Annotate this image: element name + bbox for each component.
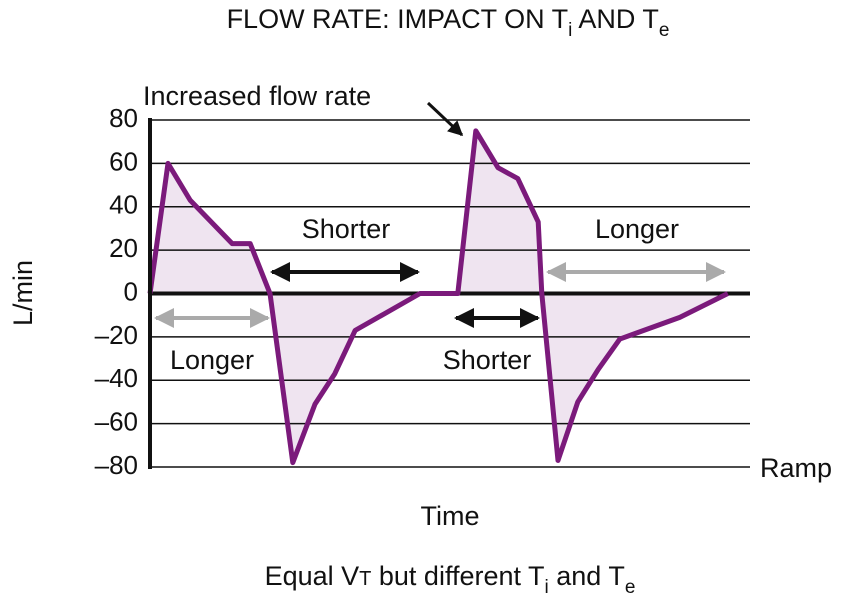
y-tick-label: –20 xyxy=(95,320,138,350)
line xyxy=(147,128,729,466)
y-axis-label: L/min xyxy=(8,260,38,326)
annotation: Longer xyxy=(595,214,679,244)
caption: Equal VT but different Ti and Te xyxy=(265,561,636,597)
annotation: Shorter xyxy=(302,214,391,244)
y-tick-label: –60 xyxy=(95,407,138,437)
y-tick-label: 60 xyxy=(109,146,138,176)
annotation-arrow xyxy=(426,101,464,137)
y-tick-label: 80 xyxy=(109,103,138,133)
y-tick-label: –40 xyxy=(95,363,138,393)
annotation: Shorter xyxy=(443,345,532,375)
area xyxy=(150,130,728,463)
y-tick-label: 40 xyxy=(109,190,138,220)
chart-title: FLOW RATE: IMPACT ON Ti AND Te xyxy=(227,4,670,41)
annotation: Increased flow rate xyxy=(143,81,371,111)
y-tick-label: –80 xyxy=(95,450,138,480)
annotation: Longer xyxy=(170,345,254,375)
annotation: Ramp xyxy=(760,453,832,483)
y-tick-label: 20 xyxy=(109,233,138,263)
y-tick-label: 0 xyxy=(124,276,138,306)
x-axis-label: Time xyxy=(421,501,480,531)
